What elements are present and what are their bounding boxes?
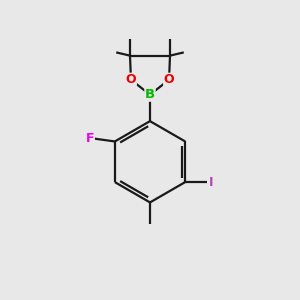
Text: O: O: [164, 73, 174, 86]
Text: F: F: [86, 132, 94, 145]
Text: O: O: [126, 73, 136, 86]
Text: B: B: [145, 88, 155, 101]
Text: I: I: [209, 176, 214, 189]
